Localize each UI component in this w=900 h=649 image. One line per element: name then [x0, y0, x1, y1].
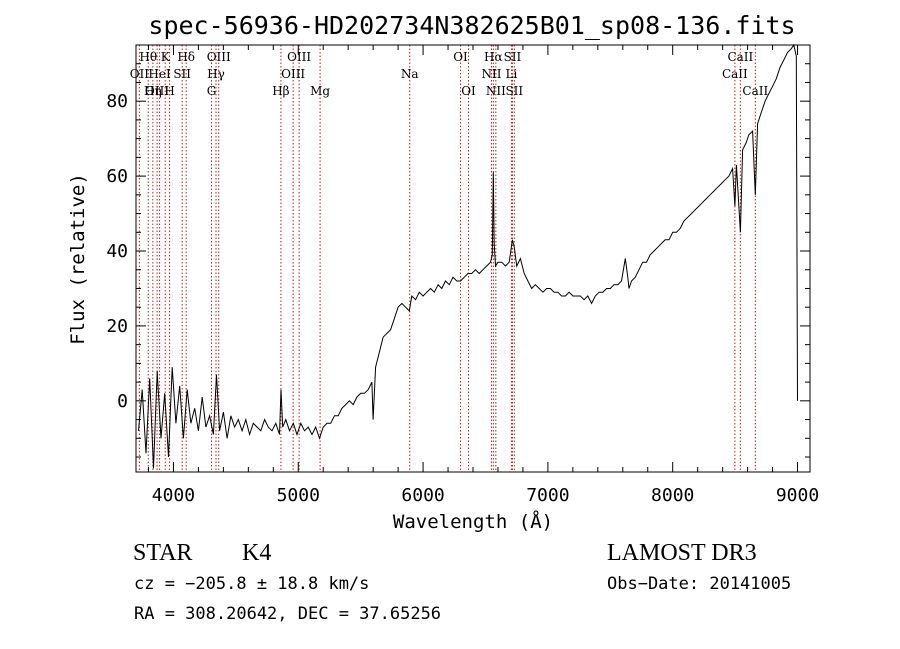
line-marker-group: [138, 45, 756, 472]
redshift-readout: cz = −205.8 ± 18.8 km/s: [134, 574, 370, 594]
line-marker-label-7: SII: [173, 67, 191, 81]
line-marker-label-17: OI: [453, 50, 468, 64]
line-marker-label-5: HeI: [148, 67, 171, 81]
x-tick-label: 6000: [401, 485, 444, 506]
line-marker-label-27: CaII: [742, 84, 768, 98]
line-marker-label-19: Hα: [484, 50, 503, 64]
line-marker-label-20: NII: [481, 67, 501, 81]
coordinates-readout: RA = 308.20642, DEC = 37.65256: [134, 604, 442, 624]
y-tick-label: 60: [106, 166, 128, 187]
chart-title: spec-56936-HD202734N382625B01_sp08-136.f…: [148, 11, 795, 40]
line-marker-label-8: Hδ: [177, 50, 195, 64]
line-marker-label-12: Hβ: [272, 84, 289, 98]
line-marker-label-1: OII: [130, 67, 150, 81]
y-tick-label: 80: [106, 91, 128, 112]
y-tick-label: 0: [117, 391, 128, 412]
line-marker-label-23: Li: [506, 67, 518, 81]
x-tick-label: 7000: [526, 485, 569, 506]
x-axis-label: Wavelength (Å): [393, 510, 553, 533]
line-marker-label-14: OIII: [281, 67, 305, 81]
axis-tick-labels: 4000 5000 6000 7000 8000 9000 0 20 40 60 80: [106, 91, 819, 506]
line-marker-label-13: OIII: [287, 50, 311, 64]
line-marker-label-21: NII: [486, 84, 506, 98]
line-marker-label-24: SII: [505, 84, 523, 98]
x-tick-label: 5000: [277, 485, 320, 506]
line-marker-label-11: G: [207, 84, 217, 98]
line-marker-label-15: Mg: [310, 84, 330, 98]
line-marker-label-22: SII: [504, 50, 522, 64]
observation-date: Obs−Date: 20141005: [607, 574, 792, 594]
line-marker-label-2: OIII: [145, 84, 169, 98]
object-subclass: K4: [242, 540, 272, 566]
line-marker-label-3: Hη: [144, 84, 162, 98]
x-tick-label: 4000: [152, 485, 195, 506]
spectrum-series-line: [138, 43, 798, 469]
survey-label: LAMOST DR3: [607, 540, 757, 566]
axis-ticks: [136, 44, 810, 472]
x-tick-label: 8000: [651, 485, 694, 506]
y-tick-label: 20: [106, 316, 128, 337]
line-marker-label-9: OIII: [207, 50, 231, 64]
y-axis-label: Flux (relative): [67, 173, 89, 345]
line-marker-label-10: Hγ: [207, 67, 225, 81]
x-tick-label: 9000: [776, 485, 819, 506]
line-marker-label-16: Na: [401, 67, 419, 81]
line-marker-label-26: CaII: [722, 67, 748, 81]
line-marker-label-4: K: [161, 50, 171, 64]
line-marker-label-6: H: [164, 84, 174, 98]
line-marker-label-0: Hθ: [139, 50, 157, 64]
object-class: STAR: [133, 540, 193, 566]
line-marker-label-18: OI: [461, 84, 476, 98]
y-tick-label: 40: [106, 241, 128, 262]
line-marker-label-25: CaII: [727, 50, 753, 64]
plot-frame: [135, 44, 811, 473]
